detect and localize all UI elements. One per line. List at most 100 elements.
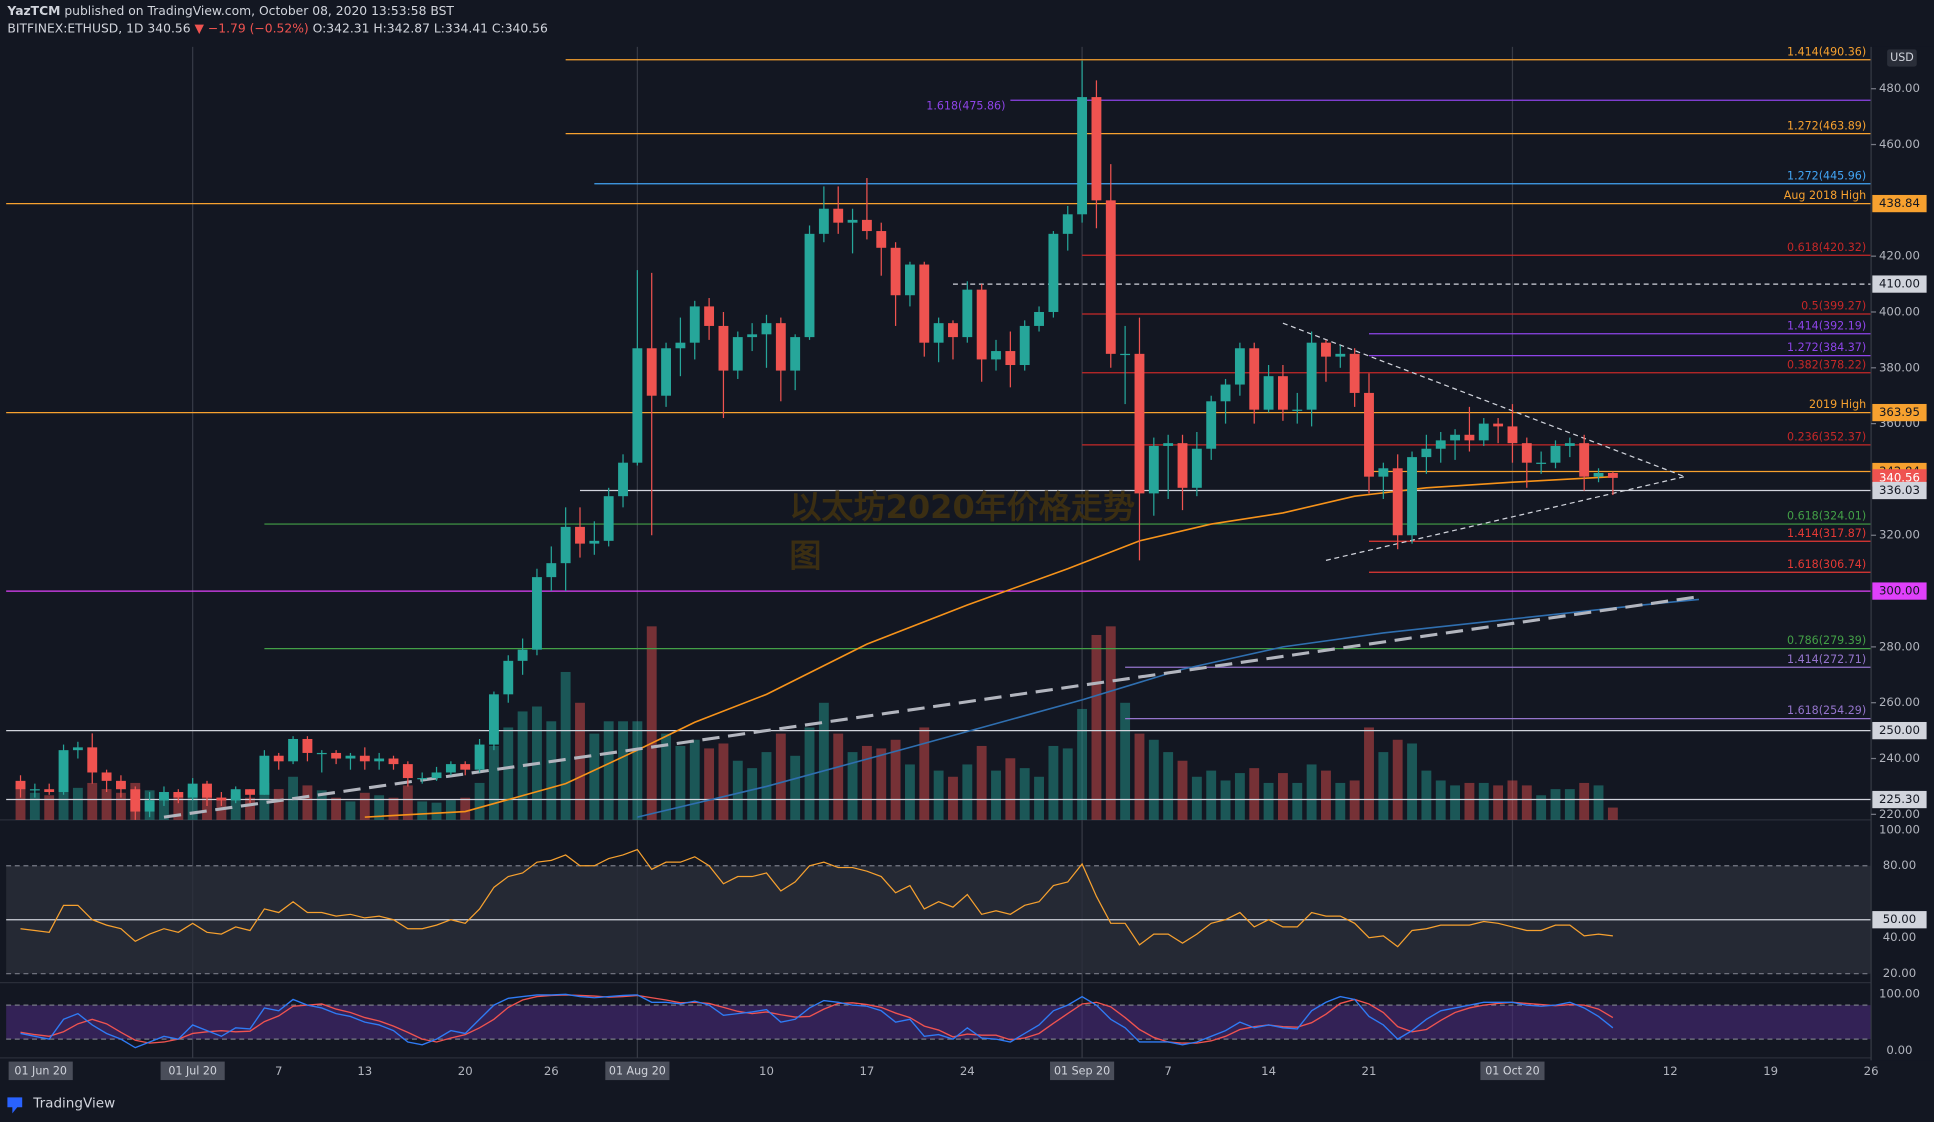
candle-body (632, 348, 643, 463)
candle-body (1392, 468, 1403, 536)
volume-bar (1507, 780, 1518, 820)
y-tick-label: 380.00 (1879, 360, 1920, 374)
candle-body (431, 772, 442, 779)
candle-body (1249, 348, 1260, 410)
rsi-line (20, 848, 1613, 948)
volume-bar (1435, 780, 1446, 820)
volume-bar (1392, 739, 1403, 820)
candle-body (876, 231, 887, 248)
volume-bar (474, 782, 485, 820)
logo-icon (7, 1097, 23, 1114)
candle-body (345, 755, 356, 759)
x-tick-label: 10 (759, 1064, 774, 1078)
volume-bar (115, 792, 126, 820)
level-label: 0.618(324.01) (1787, 510, 1866, 523)
candle-body (1077, 97, 1088, 215)
currency: USD (1890, 51, 1914, 64)
currency-box (1887, 49, 1917, 67)
candle-body (1507, 426, 1518, 444)
candle-body (273, 755, 284, 762)
author: YazTCM (6, 4, 60, 18)
level-label: 1.414(317.87) (1787, 527, 1866, 540)
volume-bar (991, 770, 1001, 820)
volume-bar (589, 733, 600, 820)
volume-bar (1263, 782, 1274, 820)
moving-average (364, 475, 1613, 818)
candle-body (919, 264, 930, 343)
candle-body (1593, 472, 1604, 477)
volume-bar (445, 800, 456, 820)
x-tick-label: 19 (1763, 1064, 1778, 1078)
candle-body (288, 738, 299, 762)
volume-bar (273, 789, 284, 820)
volume-bar (1005, 758, 1016, 820)
volume-bar (1292, 782, 1303, 820)
candle-body (159, 792, 169, 801)
indicator-layer (6, 848, 1872, 1049)
volume-bar (1349, 780, 1360, 820)
candle-body (1091, 97, 1102, 201)
candle-body (618, 462, 628, 497)
volume-bar (1034, 776, 1044, 820)
symbol: BITFINEX:ETHUSD, 1D (7, 21, 143, 35)
header-line: YazTCM published on TradingView.com, Oct… (6, 4, 454, 18)
date-marker: 01 Jun 20 (14, 1064, 67, 1077)
level-label: 1.272(384.37) (1787, 341, 1866, 354)
candle-body (1564, 443, 1575, 446)
volume-bar (1048, 745, 1059, 820)
x-tick-label: 12 (1663, 1064, 1678, 1078)
candle-body (718, 325, 729, 371)
volume-bar (661, 733, 671, 820)
candle-body (245, 789, 255, 795)
volume-bar (1536, 795, 1547, 820)
date-marker-box (1050, 1061, 1115, 1081)
volume-bar (460, 797, 471, 820)
x-tick-label: 7 (275, 1064, 282, 1078)
candle-body (646, 348, 657, 396)
volume-bar (345, 801, 356, 820)
date-marker-box (1480, 1061, 1545, 1081)
level-label: 0.5(399.27) (1801, 300, 1866, 313)
candle-body (1177, 443, 1188, 488)
candle-body (503, 660, 514, 695)
rsi-tick-label: 100.00 (1879, 822, 1920, 836)
volume-bar (1077, 708, 1088, 820)
x-tick-label: 21 (1362, 1064, 1377, 1078)
candle-body (1450, 434, 1461, 441)
volume-bar (818, 702, 829, 820)
candle-body (359, 755, 370, 762)
volume-bar (1019, 768, 1030, 820)
price-label: 340.56 (1879, 470, 1920, 484)
candle-body (962, 289, 973, 338)
candle-body (259, 755, 270, 795)
y-tick-label: 480.00 (1879, 81, 1920, 95)
level-label: 1.414(490.36) (1787, 45, 1866, 58)
x-tick-label: 14 (1261, 1064, 1276, 1078)
price-label: 363.95 (1879, 405, 1920, 419)
candle-body (905, 264, 915, 296)
volume-bar (876, 748, 887, 820)
candle-body (861, 219, 872, 232)
candle-body (1263, 376, 1274, 410)
volume-bar (259, 782, 270, 820)
last-price: 340.56 (147, 21, 190, 35)
volume-bar (44, 795, 55, 820)
volume-bar (302, 785, 313, 820)
candle-body (1134, 353, 1145, 494)
level-label: 1.414(272.71) (1787, 653, 1866, 666)
axis-layer: 480.00460.00420.00400.00380.00360.00320.… (8, 81, 1927, 1081)
volume-bar (933, 770, 944, 820)
candle-body (202, 783, 212, 798)
levels-layer: 1.414(490.36) 1.618(475.86) 1.272(463.89) 1… (6, 45, 1872, 819)
candle-body (790, 337, 801, 371)
candle-body (933, 323, 944, 343)
x-tick-label: 26 (1864, 1064, 1879, 1078)
volume-bar (1091, 634, 1102, 820)
volume-bar (331, 797, 342, 820)
volume-bar (488, 745, 499, 820)
volume-bar (718, 743, 729, 820)
level-label: Aug 2018 High (1784, 189, 1866, 202)
price-label: 410.00 (1879, 277, 1920, 291)
level-label: 1.272(445.96) (1787, 169, 1866, 182)
